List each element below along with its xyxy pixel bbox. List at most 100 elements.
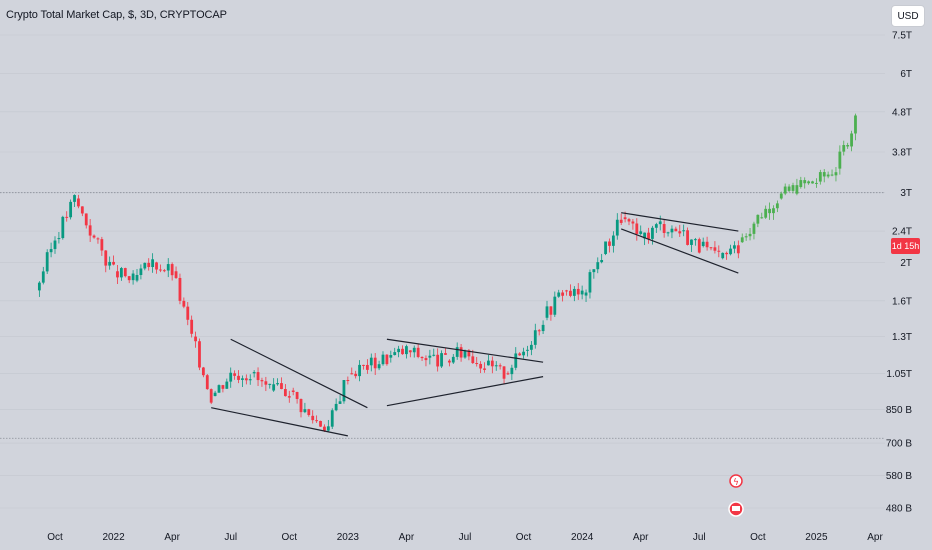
candle-body: [440, 353, 443, 367]
candle-body: [100, 239, 104, 251]
candle-body: [41, 271, 45, 283]
x-tick-label: Oct: [516, 532, 532, 543]
candle-body: [108, 261, 112, 266]
candle-body: [73, 195, 76, 202]
trendline[interactable]: [386, 338, 544, 363]
candle-body: [467, 350, 471, 357]
candle-body: [733, 245, 736, 249]
candle-body: [666, 232, 670, 234]
candle-body: [693, 239, 697, 241]
candle-body: [221, 385, 225, 389]
candle-body: [639, 231, 643, 234]
candle-body: [350, 373, 354, 375]
candle-body: [830, 174, 834, 176]
candle-body: [463, 350, 467, 358]
candle-body: [592, 269, 596, 273]
candle-body: [647, 232, 650, 239]
candle-body: [194, 336, 197, 342]
event-markers[interactable]: ϟ: [728, 474, 744, 517]
candle-body: [159, 269, 162, 271]
candle-body: [57, 238, 61, 240]
candle-body: [389, 355, 393, 358]
candle-body: [526, 349, 529, 351]
candle-body: [424, 358, 428, 361]
candle-body: [838, 151, 842, 169]
candle-body: [709, 247, 713, 249]
candle-body: [283, 389, 287, 397]
candle-body: [49, 249, 53, 253]
x-tick-label: Oct: [47, 532, 63, 543]
candle-body: [291, 390, 295, 392]
event-lightning-icon[interactable]: [729, 474, 743, 488]
trendline[interactable]: [620, 228, 739, 274]
candle-body: [190, 319, 194, 334]
candle-body: [569, 290, 572, 296]
candle-body: [287, 396, 291, 398]
candle-body: [272, 384, 276, 391]
x-tick-label: Oct: [750, 532, 766, 543]
trendline[interactable]: [621, 212, 739, 232]
candle-body: [522, 351, 525, 356]
candle-body: [615, 219, 619, 236]
x-tick-label: Apr: [399, 532, 415, 543]
x-tick-label: 2024: [571, 532, 594, 543]
price-badge: 1d 15h: [891, 238, 920, 254]
candle-body: [358, 364, 361, 377]
candle-body: [576, 288, 580, 295]
candle-body: [385, 354, 389, 365]
candle-body: [854, 115, 857, 134]
candle-body: [717, 250, 721, 252]
candle-body: [674, 228, 678, 232]
candle-body: [311, 415, 315, 421]
candle-body: [412, 347, 416, 353]
candle-body: [65, 216, 69, 218]
candle-body: [96, 238, 100, 240]
candle-body: [123, 268, 127, 277]
y-tick-label: 700 B: [886, 439, 912, 450]
price-grid: [0, 34, 885, 509]
candle-body: [323, 426, 326, 431]
candle-body: [549, 306, 553, 315]
candle-body: [764, 208, 768, 218]
candle-body: [104, 250, 108, 266]
candle-body: [405, 346, 408, 355]
candle-body: [182, 300, 186, 307]
candle-body: [256, 372, 260, 381]
candle-body: [92, 235, 96, 238]
candle-body: [416, 347, 420, 357]
candle-body: [635, 223, 639, 234]
candle-body: [826, 174, 830, 177]
candle-body: [654, 224, 658, 228]
candle-body: [80, 206, 84, 214]
candle-body: [772, 208, 775, 214]
x-tick-label: Jul: [224, 532, 237, 543]
time-axis[interactable]: Oct 2022 Apr Jul Oct 2023 Apr Jul Oct 2024 Apr Jul O…: [47, 532, 883, 543]
candle-body: [811, 181, 814, 184]
candle-body: [487, 360, 490, 366]
trendline[interactable]: [386, 376, 544, 407]
candle-body: [506, 373, 510, 375]
candle-body: [377, 364, 381, 369]
currency-button[interactable]: USD: [891, 5, 925, 27]
candle-body: [365, 364, 369, 370]
y-tick-label: 1.6T: [892, 296, 912, 307]
trendline[interactable]: [230, 338, 368, 409]
candle-body: [84, 213, 88, 226]
x-tick-label: 2025: [805, 532, 828, 543]
lightning-glyph: ϟ: [733, 478, 739, 488]
trendline[interactable]: [211, 407, 348, 437]
candle-body: [209, 389, 213, 403]
candle-body: [572, 288, 576, 296]
candle-body: [342, 380, 346, 402]
candle-body: [565, 290, 568, 292]
candle-body: [580, 290, 584, 295]
candle-body: [326, 426, 330, 431]
candle-body: [744, 236, 748, 238]
price-axis[interactable]: 480 B 580 B 700 B 850 B 1.05T 1.3T 1.6T 2T 2.4T 3…: [886, 31, 912, 515]
candle-body: [775, 203, 779, 209]
candle-body: [147, 262, 151, 268]
y-tick-label: 3T: [900, 188, 912, 199]
candle-body: [346, 380, 350, 382]
candle-body: [295, 391, 299, 399]
